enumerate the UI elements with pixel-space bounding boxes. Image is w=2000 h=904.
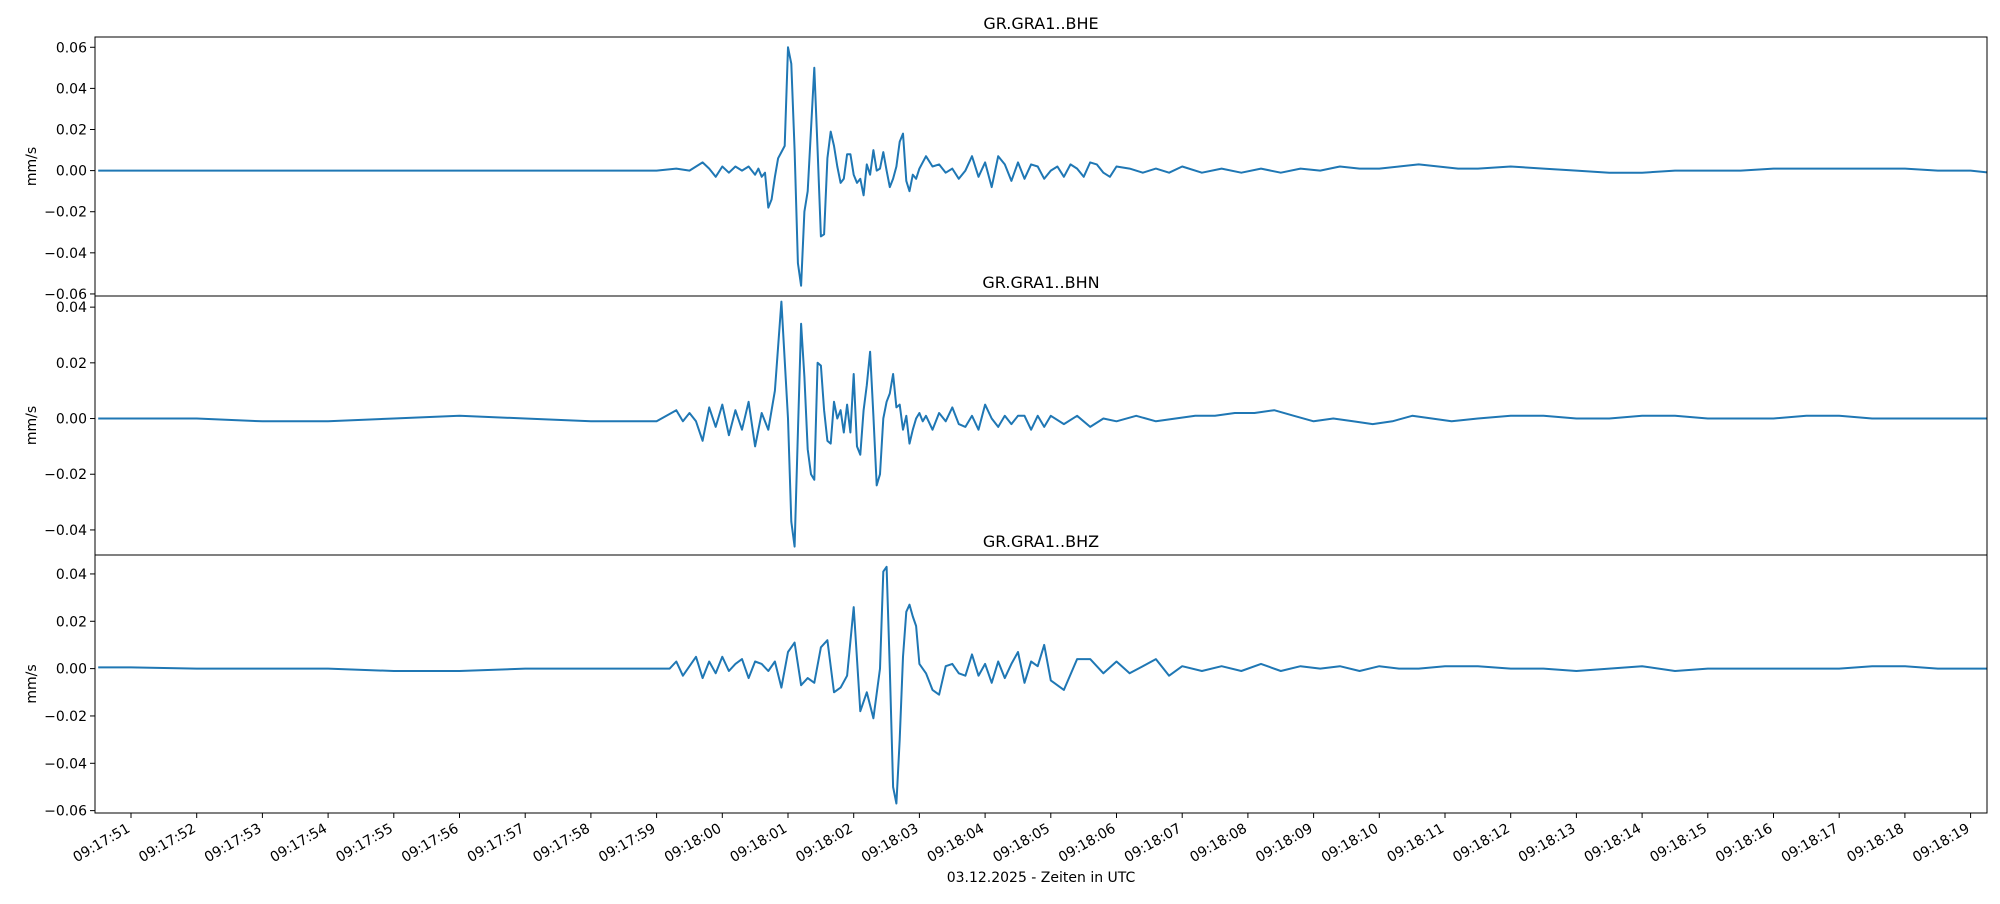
y-tick-label: 0.04 bbox=[56, 567, 87, 583]
panel-title-2: GR.GRA1..BHN bbox=[982, 273, 1099, 292]
y-tick-label: 0.00 bbox=[56, 412, 87, 428]
series-line-2 bbox=[98, 300, 1987, 548]
panel-title-3: GR.GRA1..BHZ bbox=[983, 532, 1099, 551]
y-tick-label: −0.06 bbox=[44, 287, 87, 303]
y-axis-label-3: mm/s bbox=[24, 664, 40, 703]
y-tick-label: 0.04 bbox=[56, 81, 87, 97]
y-tick-label: 0.04 bbox=[56, 300, 87, 316]
series-line-3 bbox=[98, 565, 1987, 805]
y-axis-label-2: mm/s bbox=[24, 406, 40, 445]
y-tick-label: −0.06 bbox=[44, 804, 87, 820]
y-tick-label: −0.02 bbox=[44, 709, 87, 725]
y-tick-label: 0.02 bbox=[56, 356, 87, 372]
y-tick-label: −0.04 bbox=[44, 756, 87, 772]
y-tick-label: −0.04 bbox=[44, 246, 87, 262]
y-tick-label: 0.00 bbox=[56, 662, 87, 678]
series-line-1 bbox=[98, 46, 1987, 287]
y-tick-label: −0.02 bbox=[44, 205, 87, 221]
y-tick-label: 0.00 bbox=[56, 164, 87, 180]
panel-title-1: GR.GRA1..BHE bbox=[983, 14, 1098, 33]
x-axis-label: 03.12.2025 - Zeiten in UTC bbox=[947, 870, 1136, 886]
y-tick-label: 0.02 bbox=[56, 614, 87, 630]
y-axis-label-1: mm/s bbox=[24, 147, 40, 186]
y-tick-label: −0.02 bbox=[44, 467, 87, 483]
y-tick-label: −0.04 bbox=[44, 523, 87, 539]
y-tick-label: 0.02 bbox=[56, 123, 87, 139]
panel-frame-3 bbox=[94, 554, 1988, 814]
y-tick-label: 0.06 bbox=[56, 40, 87, 56]
